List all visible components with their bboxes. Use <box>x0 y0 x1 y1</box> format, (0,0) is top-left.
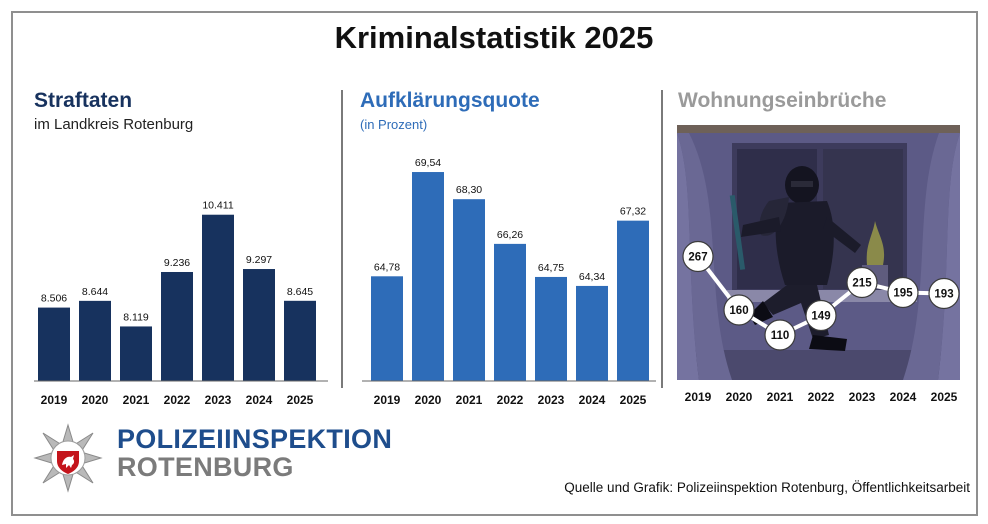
org-name-line-2: ROTENBURG <box>117 452 294 482</box>
data-label: 64,78 <box>374 261 400 273</box>
x-tick-label: 2025 <box>931 390 958 404</box>
chart-subtitle-straftaten: im Landkreis Rotenburg <box>34 116 194 133</box>
bar-2025 <box>284 300 316 381</box>
x-tick-label: 2021 <box>456 393 483 407</box>
data-point-2023 <box>846 266 878 299</box>
data-label: 67,32 <box>620 206 646 218</box>
x-tick-label: 2025 <box>620 393 647 407</box>
data-point-2022 <box>805 299 837 332</box>
bar-2021 <box>453 199 485 381</box>
chart-title-wohnungseinbrueche: Wohnungseinbrüche <box>678 89 887 112</box>
bar-2019 <box>38 307 70 381</box>
data-label: 193 <box>934 289 953 301</box>
bar-2020 <box>79 300 111 381</box>
x-tick-label: 2024 <box>579 393 606 407</box>
bar-2024 <box>243 269 275 381</box>
x-tick-label: 2025 <box>287 393 314 407</box>
data-label: 64,75 <box>538 262 564 274</box>
data-label: 69,54 <box>415 157 441 169</box>
x-tick-label: 2021 <box>767 390 794 404</box>
bar-2023 <box>202 214 234 381</box>
x-tick-label: 2019 <box>374 393 401 407</box>
data-label: 64,34 <box>579 271 605 283</box>
x-tick-label: 2020 <box>726 390 753 404</box>
data-point-2024 <box>887 276 919 309</box>
bar-2021 <box>120 326 152 381</box>
data-label: 9.297 <box>246 254 272 266</box>
bar-2024 <box>576 285 608 381</box>
straftaten-bar-chart: 8.506 2019 8.644 2020 8.119 2021 9.236 2022 10.4… <box>34 200 328 407</box>
bar-2020 <box>412 172 444 381</box>
data-label: 195 <box>893 288 913 300</box>
data-label: 110 <box>771 330 790 342</box>
x-tick-label: 2022 <box>164 393 191 407</box>
chart-title-straftaten: Straftaten <box>34 89 133 112</box>
panel-divider-left <box>341 90 343 388</box>
x-tick-label: 2020 <box>82 393 109 407</box>
aufklaerungsquote-bar-chart: 64,78 2019 69,54 2020 68,30 2021 66,26 2022 64,7… <box>362 157 656 407</box>
burglar-illustration <box>677 125 960 380</box>
bar-2022 <box>494 243 526 381</box>
data-point-2020 <box>723 294 755 326</box>
police-star-badge-icon <box>33 423 103 493</box>
data-label: 10.411 <box>202 200 233 212</box>
bar-2023 <box>535 276 567 381</box>
data-label: 66,26 <box>497 229 523 241</box>
data-label: 68,30 <box>456 184 482 196</box>
x-tick-label: 2019 <box>41 393 68 407</box>
data-label: 160 <box>729 305 748 317</box>
x-tick-label: 2023 <box>849 390 876 404</box>
org-name-line-1: POLIZEIINSPEKTION <box>117 424 393 454</box>
data-point-2019 <box>682 240 714 273</box>
chart-title-aufklaerungsquote: Aufklärungsquote <box>360 89 540 112</box>
data-label: 149 <box>811 311 830 323</box>
x-tick-label: 2020 <box>415 393 442 407</box>
data-point-2025 <box>928 277 960 310</box>
x-tick-label: 2024 <box>890 390 917 404</box>
data-point-2021 <box>764 319 796 351</box>
data-label: 8.506 <box>41 293 67 305</box>
x-tick-label: 2022 <box>808 390 835 404</box>
x-tick-label: 2024 <box>246 393 273 407</box>
data-label: 8.644 <box>82 286 108 298</box>
source-credit: Quelle und Grafik: Polizeiinspektion Rot… <box>564 480 970 495</box>
page-title: Kriminalstatistik 2025 <box>334 20 654 55</box>
data-label: 9.236 <box>164 257 190 269</box>
x-tick-label: 2022 <box>497 393 524 407</box>
bar-2019 <box>371 276 403 381</box>
bar-2022 <box>161 271 193 381</box>
wohnungseinbrueche-line-chart: 267 2019 160 2020 110 2021 149 2022 215 2023 195 20… <box>682 240 960 404</box>
bar-2025 <box>617 220 649 381</box>
x-tick-label: 2021 <box>123 393 150 407</box>
data-label: 8.119 <box>123 311 149 323</box>
x-tick-label: 2023 <box>205 393 232 407</box>
chart-subtitle-aufklaerungsquote: (in Prozent) <box>360 117 428 132</box>
x-tick-label: 2019 <box>685 390 712 404</box>
panel-divider-right <box>661 90 663 388</box>
data-label: 267 <box>688 252 707 264</box>
data-label: 8.645 <box>287 286 313 298</box>
data-label: 215 <box>852 278 872 290</box>
x-tick-label: 2023 <box>538 393 565 407</box>
